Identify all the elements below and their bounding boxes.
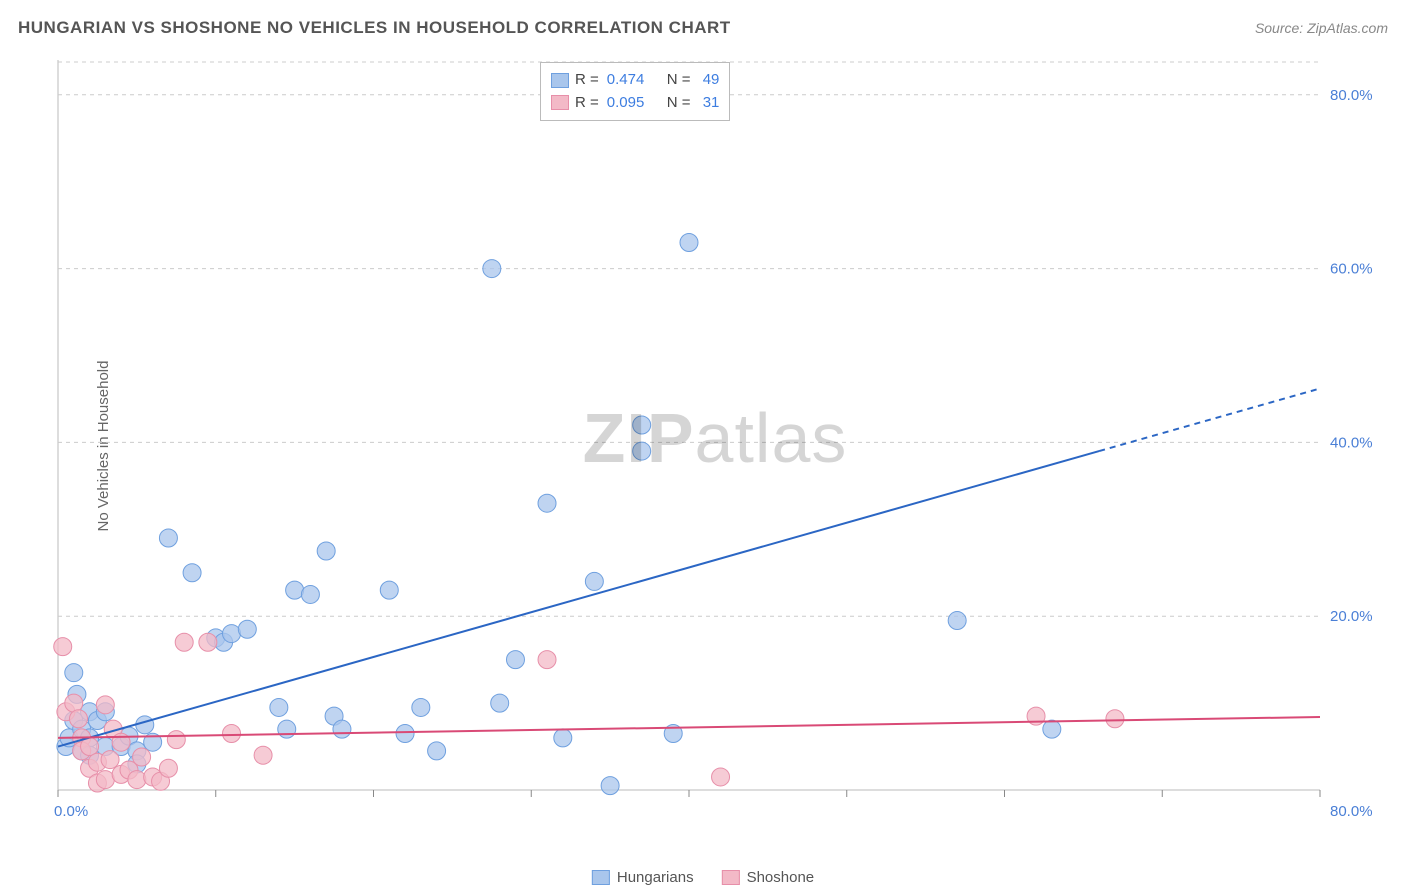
- data-point: [712, 768, 730, 786]
- data-point: [491, 694, 509, 712]
- y-tick-label: 80.0%: [1330, 87, 1373, 104]
- data-point: [101, 751, 119, 769]
- data-point: [538, 651, 556, 669]
- scatter-plot: 20.0%40.0%60.0%80.0%0.0%80.0% ZIPatlas R…: [50, 56, 1380, 836]
- data-point: [278, 720, 296, 738]
- legend-r-value: 0.095: [607, 92, 661, 115]
- legend-n-label: N =: [667, 92, 691, 115]
- trend-line: [58, 717, 1320, 738]
- x-origin-label: 0.0%: [54, 803, 88, 820]
- legend-swatch: [551, 95, 569, 110]
- trend-line: [58, 451, 1099, 746]
- legend-swatch: [551, 73, 569, 88]
- data-point: [238, 620, 256, 638]
- legend-n-value: 49: [699, 69, 720, 92]
- series-legend-item: Shoshone: [722, 869, 815, 886]
- data-point: [948, 612, 966, 630]
- y-tick-label: 40.0%: [1330, 434, 1373, 451]
- source-label: Source: ZipAtlas.com: [1255, 20, 1388, 36]
- legend-n-value: 31: [699, 92, 720, 115]
- legend-r-value: 0.474: [607, 69, 661, 92]
- y-tick-label: 20.0%: [1330, 608, 1373, 625]
- data-point: [554, 729, 572, 747]
- legend-swatch: [592, 870, 610, 885]
- data-point: [183, 564, 201, 582]
- data-point: [680, 234, 698, 252]
- data-point: [96, 696, 114, 714]
- data-point: [54, 638, 72, 656]
- data-point: [1043, 720, 1061, 738]
- legend-r-label: R =: [575, 69, 599, 92]
- data-point: [270, 698, 288, 716]
- series-legend-label: Shoshone: [747, 869, 815, 886]
- stats-legend-row: R = 0.095 N = 31: [551, 92, 719, 115]
- stats-legend-row: R = 0.474 N = 49: [551, 69, 719, 92]
- data-point: [159, 759, 177, 777]
- data-point: [601, 777, 619, 795]
- stats-legend: R = 0.474 N = 49 R = 0.095 N = 31: [540, 62, 730, 121]
- data-point: [301, 585, 319, 603]
- data-point: [538, 494, 556, 512]
- data-point: [428, 742, 446, 760]
- data-point: [96, 771, 114, 789]
- data-point: [585, 572, 603, 590]
- data-point: [254, 746, 272, 764]
- data-point: [633, 416, 651, 434]
- data-point: [175, 633, 193, 651]
- data-point: [333, 720, 351, 738]
- chart-title: HUNGARIAN VS SHOSHONE NO VEHICLES IN HOU…: [18, 18, 731, 38]
- series-legend-item: Hungarians: [592, 869, 694, 886]
- data-point: [286, 581, 304, 599]
- data-point: [412, 698, 430, 716]
- data-point: [133, 748, 151, 766]
- data-point: [223, 725, 241, 743]
- legend-n-label: N =: [667, 69, 691, 92]
- series-legend-label: Hungarians: [617, 869, 694, 886]
- data-point: [483, 260, 501, 278]
- data-point: [136, 716, 154, 734]
- data-point: [159, 529, 177, 547]
- legend-swatch: [722, 870, 740, 885]
- x-end-label: 80.0%: [1330, 803, 1373, 820]
- data-point: [223, 625, 241, 643]
- legend-r-label: R =: [575, 92, 599, 115]
- data-point: [1106, 710, 1124, 728]
- series-legend: Hungarians Shoshone: [592, 869, 814, 886]
- data-point: [167, 731, 185, 749]
- data-point: [317, 542, 335, 560]
- trend-line-extrapolated: [1099, 389, 1320, 452]
- data-point: [70, 710, 88, 728]
- data-point: [396, 725, 414, 743]
- data-point: [199, 633, 217, 651]
- y-tick-label: 60.0%: [1330, 261, 1373, 278]
- data-point: [506, 651, 524, 669]
- data-point: [633, 442, 651, 460]
- data-point: [380, 581, 398, 599]
- data-point: [65, 664, 83, 682]
- data-point: [128, 771, 146, 789]
